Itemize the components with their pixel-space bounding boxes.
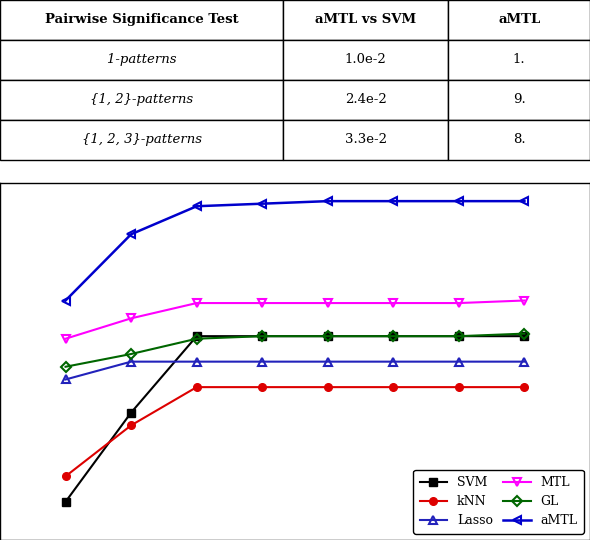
GL bbox=[127, 351, 135, 357]
GL bbox=[521, 330, 528, 337]
GL bbox=[258, 333, 266, 340]
Lasso bbox=[127, 359, 135, 365]
kNN bbox=[127, 422, 135, 429]
Line: MTL: MTL bbox=[61, 296, 529, 343]
Line: GL: GL bbox=[62, 330, 528, 370]
aMTL bbox=[324, 198, 332, 204]
kNN bbox=[455, 384, 463, 390]
GL bbox=[324, 333, 332, 340]
Lasso bbox=[324, 359, 332, 365]
kNN bbox=[258, 384, 266, 390]
SVM bbox=[62, 498, 69, 505]
kNN bbox=[324, 384, 332, 390]
aMTL bbox=[127, 231, 135, 238]
Lasso bbox=[62, 376, 69, 383]
Lasso bbox=[390, 359, 397, 365]
MTL bbox=[127, 315, 135, 322]
SVM bbox=[258, 333, 266, 340]
GL bbox=[62, 363, 69, 370]
MTL bbox=[324, 300, 332, 306]
MTL bbox=[390, 300, 397, 306]
kNN bbox=[193, 384, 200, 390]
MTL bbox=[258, 300, 266, 306]
Line: SVM: SVM bbox=[62, 332, 528, 505]
MTL bbox=[455, 300, 463, 306]
SVM bbox=[324, 333, 332, 340]
SVM bbox=[455, 333, 463, 340]
aMTL bbox=[258, 200, 266, 207]
MTL bbox=[521, 297, 528, 303]
GL bbox=[390, 333, 397, 340]
GL bbox=[193, 335, 200, 342]
aMTL bbox=[62, 297, 69, 303]
Line: aMTL: aMTL bbox=[61, 197, 529, 305]
SVM bbox=[193, 333, 200, 340]
kNN bbox=[62, 473, 69, 480]
aMTL bbox=[521, 198, 528, 204]
MTL bbox=[62, 335, 69, 342]
SVM bbox=[521, 333, 528, 340]
aMTL bbox=[193, 203, 200, 210]
aMTL bbox=[390, 198, 397, 204]
MTL bbox=[193, 300, 200, 306]
SVM bbox=[127, 409, 135, 416]
aMTL bbox=[455, 198, 463, 204]
kNN bbox=[521, 384, 528, 390]
Lasso bbox=[455, 359, 463, 365]
Lasso bbox=[521, 359, 528, 365]
Lasso bbox=[193, 359, 200, 365]
kNN bbox=[390, 384, 397, 390]
Legend: SVM, kNN, Lasso, MTL, GL, aMTL: SVM, kNN, Lasso, MTL, GL, aMTL bbox=[413, 470, 584, 534]
Lasso bbox=[258, 359, 266, 365]
SVM bbox=[390, 333, 397, 340]
Line: kNN: kNN bbox=[62, 383, 528, 480]
Line: Lasso: Lasso bbox=[61, 357, 529, 383]
GL bbox=[455, 333, 463, 340]
